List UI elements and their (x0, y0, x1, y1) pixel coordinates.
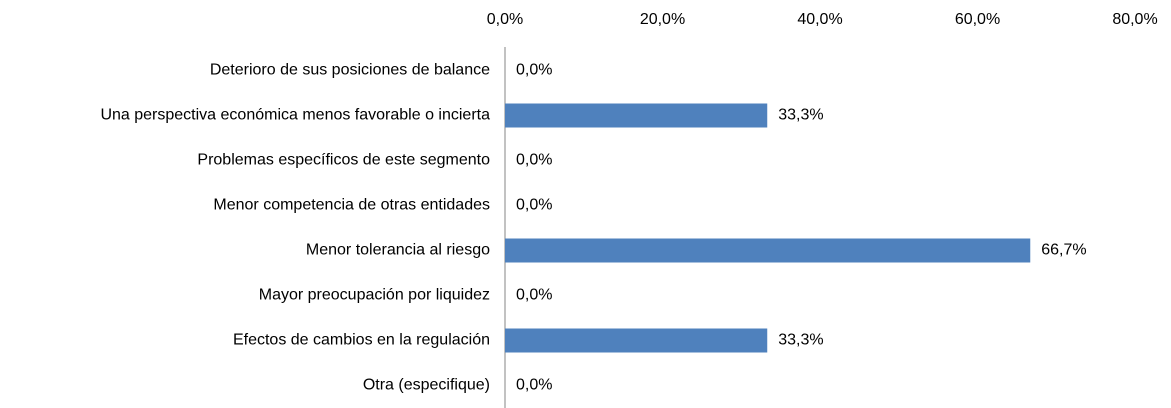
bar (505, 238, 1031, 263)
bar (505, 328, 768, 353)
category-label: Menor tolerancia al riesgo (306, 242, 490, 259)
category-label: Mayor preocupación por liquidez (259, 287, 490, 304)
data-label: 0,0% (516, 62, 552, 79)
data-label: 0,0% (516, 377, 552, 394)
data-label: 0,0% (516, 152, 552, 169)
category-label: Una perspectiva económica menos favorabl… (100, 107, 490, 124)
data-label: 0,0% (516, 287, 552, 304)
category-label: Efectos de cambios en la regulación (233, 332, 490, 349)
category-label: Deterioro de sus posiciones de balance (210, 62, 490, 79)
data-label: 66,7% (1041, 242, 1086, 259)
category-label: Menor competencia de otras entidades (213, 197, 490, 214)
x-tick-label: 40,0% (797, 11, 842, 28)
data-label: 33,3% (778, 107, 823, 124)
x-tick-label: 80,0% (1112, 11, 1157, 28)
category-label: Otra (especifique) (363, 377, 490, 394)
data-label: 0,0% (516, 197, 552, 214)
data-label: 33,3% (778, 332, 823, 349)
bar (505, 103, 768, 128)
x-tick-label: 0,0% (487, 11, 523, 28)
category-label: Problemas específicos de este segmento (197, 152, 490, 169)
x-tick-label: 20,0% (640, 11, 685, 28)
x-tick-label: 60,0% (955, 11, 1000, 28)
